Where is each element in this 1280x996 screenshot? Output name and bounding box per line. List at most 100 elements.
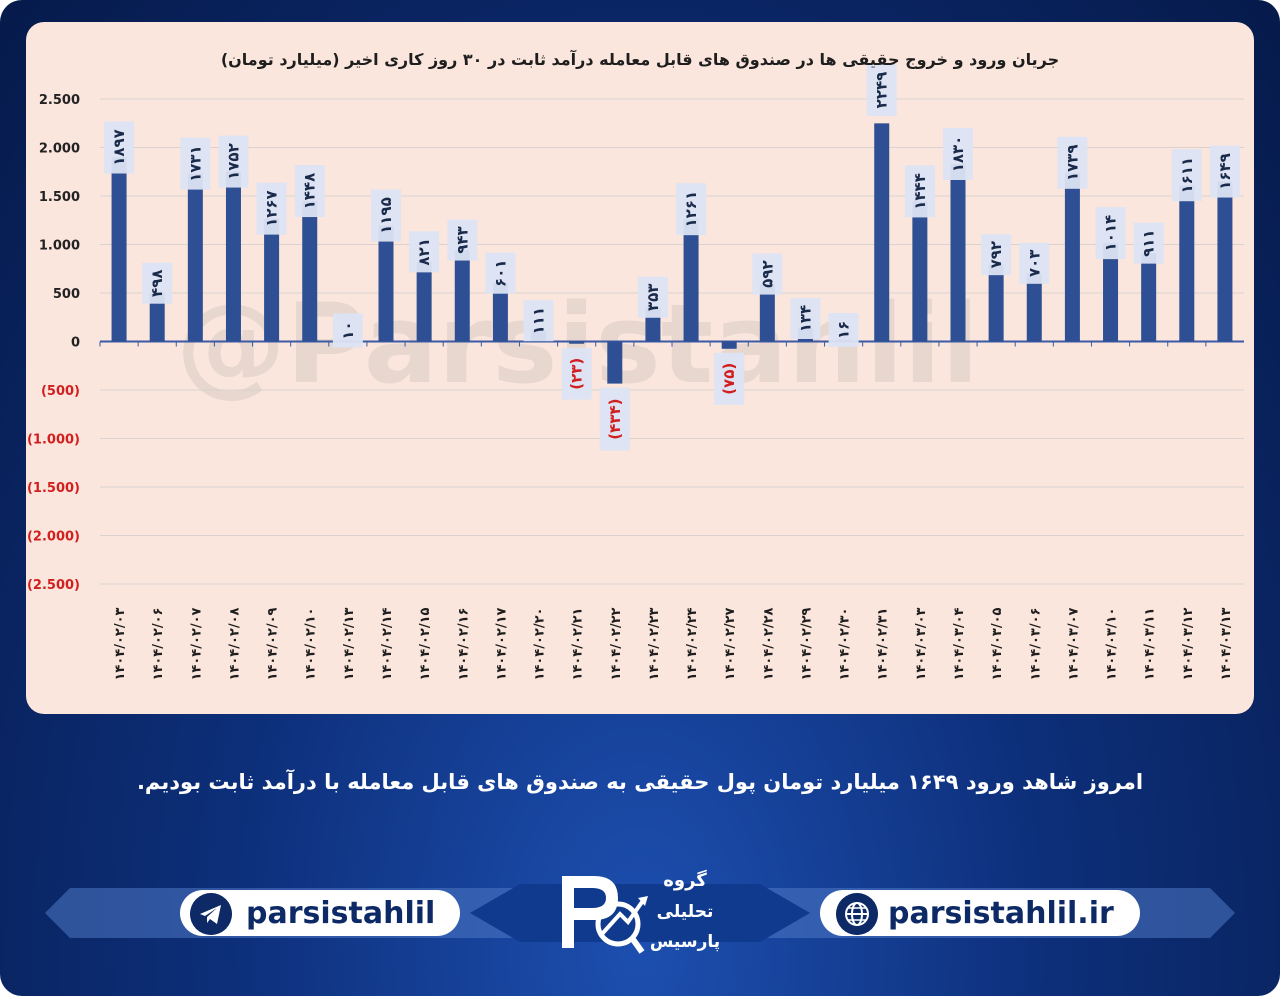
data-label: ۷۹۲: [987, 241, 1005, 268]
data-label-box: [790, 298, 821, 340]
x-tick-label: ۱۴۰۴/۰۲/۱۷: [494, 607, 509, 680]
y-tick-label: 0: [71, 336, 80, 351]
bar: [683, 219, 699, 342]
x-tick-label: ۱۴۰۴/۰۲/۲۷: [723, 607, 738, 680]
x-tick-label: ۱۴۰۴/۰۲/۳۰: [838, 608, 853, 681]
parsis-logo-icon: [562, 876, 648, 954]
y-tick-label: 1.000: [39, 239, 80, 254]
summary-caption: امروز شاهد ورود ۱۶۴۹ میلیارد تومان پول ح…: [136, 770, 1144, 794]
website-pill[interactable]: [820, 890, 1140, 936]
data-label-box: [1133, 222, 1164, 264]
y-tick-label: 2.000: [39, 142, 80, 157]
bar: [264, 218, 280, 342]
x-tick-label: ۱۴۰۴/۰۲/۲۰: [533, 608, 548, 681]
bar-chart: @Parsistahlil2.5002.0001.5001.0005000(50…: [27, 64, 1244, 681]
x-tick-label: ۱۴۰۴/۰۲/۲۹: [799, 607, 814, 680]
data-label-box: [332, 313, 363, 348]
data-label-box: [485, 252, 516, 294]
data-label: ۱۰: [339, 321, 357, 339]
data-label-box: [981, 234, 1012, 276]
bar: [721, 341, 737, 349]
x-tick-label: ۱۴۰۴/۰۲/۰۹: [266, 607, 281, 680]
data-label-box: [714, 352, 745, 405]
x-tick-label: ۱۴۰۴/۰۲/۲۴: [685, 607, 700, 680]
bar: [454, 250, 470, 342]
data-label-box: [180, 137, 211, 190]
data-label: ۴۹۸: [148, 269, 166, 296]
bar: [1103, 243, 1119, 342]
data-label: ۱۶: [835, 321, 853, 339]
data-label: ۱۲۶۱: [682, 191, 700, 228]
bar: [1217, 181, 1233, 342]
x-tick-label: ۱۴۰۴/۰۲/۱۴: [380, 607, 395, 680]
data-label-box: [371, 189, 401, 242]
data-label: (۴۳۴): [606, 399, 624, 440]
x-tick-label: ۱۴۰۴/۰۲/۰۳: [113, 607, 128, 680]
data-label: ۲۲۴۹: [873, 72, 891, 109]
data-label-box: [1171, 149, 1202, 202]
data-label: ۱۶۱۱: [1178, 157, 1196, 194]
data-label: ۸۲۱: [415, 238, 433, 265]
bar: [607, 341, 623, 384]
logo-text-line-3: پارسیس: [649, 932, 721, 952]
data-label: ۱۷۳۱: [186, 145, 204, 182]
x-tick-label: ۱۴۰۴/۰۳/۰۳: [914, 607, 929, 680]
data-label-box: [1209, 145, 1240, 198]
data-label-box: [1095, 207, 1126, 260]
data-label: ۶۰۱: [491, 259, 509, 286]
telegram-handle[interactable]: parsistahlil: [246, 896, 436, 931]
data-label: ۹۴۳: [453, 226, 471, 253]
bar: [950, 163, 966, 342]
data-label-box: [104, 121, 135, 174]
data-label-box: [561, 347, 592, 400]
telegram-pill[interactable]: [180, 890, 460, 936]
data-label-box: [943, 127, 973, 180]
bar: [111, 157, 127, 342]
y-tick-label: (1.500): [27, 481, 80, 496]
x-tick-label: ۱۴۰۴/۰۲/۰۶: [151, 608, 166, 681]
x-tick-label: ۱۴۰۴/۰۲/۰۸: [227, 607, 242, 680]
data-label: ۱۸۹۷: [110, 129, 128, 166]
bar: [569, 341, 585, 344]
data-label-box: [523, 300, 554, 342]
y-tick-label: 2.500: [39, 93, 80, 108]
data-label: (۲۳): [568, 358, 586, 390]
data-label-box: [1019, 242, 1050, 284]
data-label-box: [904, 165, 935, 218]
data-label: ۱۲۶۷: [263, 190, 281, 227]
data-label-box: [752, 253, 783, 295]
data-label: ۱۴۴۸: [301, 173, 319, 210]
bar: [302, 201, 318, 342]
data-label: ۹۱۱: [1140, 229, 1158, 256]
data-label-box: [637, 276, 668, 318]
y-tick-label: 1.500: [39, 190, 80, 205]
data-label: ۳۵۳: [644, 284, 662, 311]
bar: [759, 284, 775, 342]
bar: [1026, 273, 1042, 342]
bar: [149, 293, 165, 342]
x-tick-label: ۱۴۰۴/۰۲/۱۰: [304, 608, 319, 681]
data-label: ۱۸۳۰: [949, 136, 967, 173]
x-tick-label: ۱۴۰۴/۰۲/۳۱: [876, 608, 891, 681]
x-tick-label: ۱۴۰۴/۰۲/۲۲: [609, 607, 624, 680]
x-tick-label: ۱۴۰۴/۰۲/۲۸: [761, 607, 776, 680]
telegram-icon: [190, 893, 232, 935]
y-tick-label: (500): [41, 384, 80, 399]
bar: [988, 264, 1004, 342]
website-url[interactable]: parsistahlil.ir: [888, 896, 1114, 931]
data-label: ۱۱۹۵: [377, 197, 395, 234]
bar: [912, 201, 928, 342]
data-label-box: [142, 262, 173, 304]
data-label: ۱۴۴۴: [911, 173, 929, 210]
data-label: (۷۵): [720, 363, 738, 395]
data-label: ۱۷۳۹: [1063, 145, 1081, 182]
data-label-box: [256, 182, 287, 235]
data-label: ۱۷۵۲: [224, 143, 242, 180]
x-tick-label: ۱۴۰۴/۰۲/۰۷: [189, 607, 204, 680]
data-label-box: [599, 387, 630, 451]
data-label: ۱۳۴: [796, 305, 814, 332]
x-tick-label: ۱۴۰۴/۰۳/۰۴: [952, 607, 967, 680]
x-tick-label: ۱۴۰۴/۰۳/۱۰: [1105, 608, 1120, 681]
data-label-box: [218, 135, 249, 188]
